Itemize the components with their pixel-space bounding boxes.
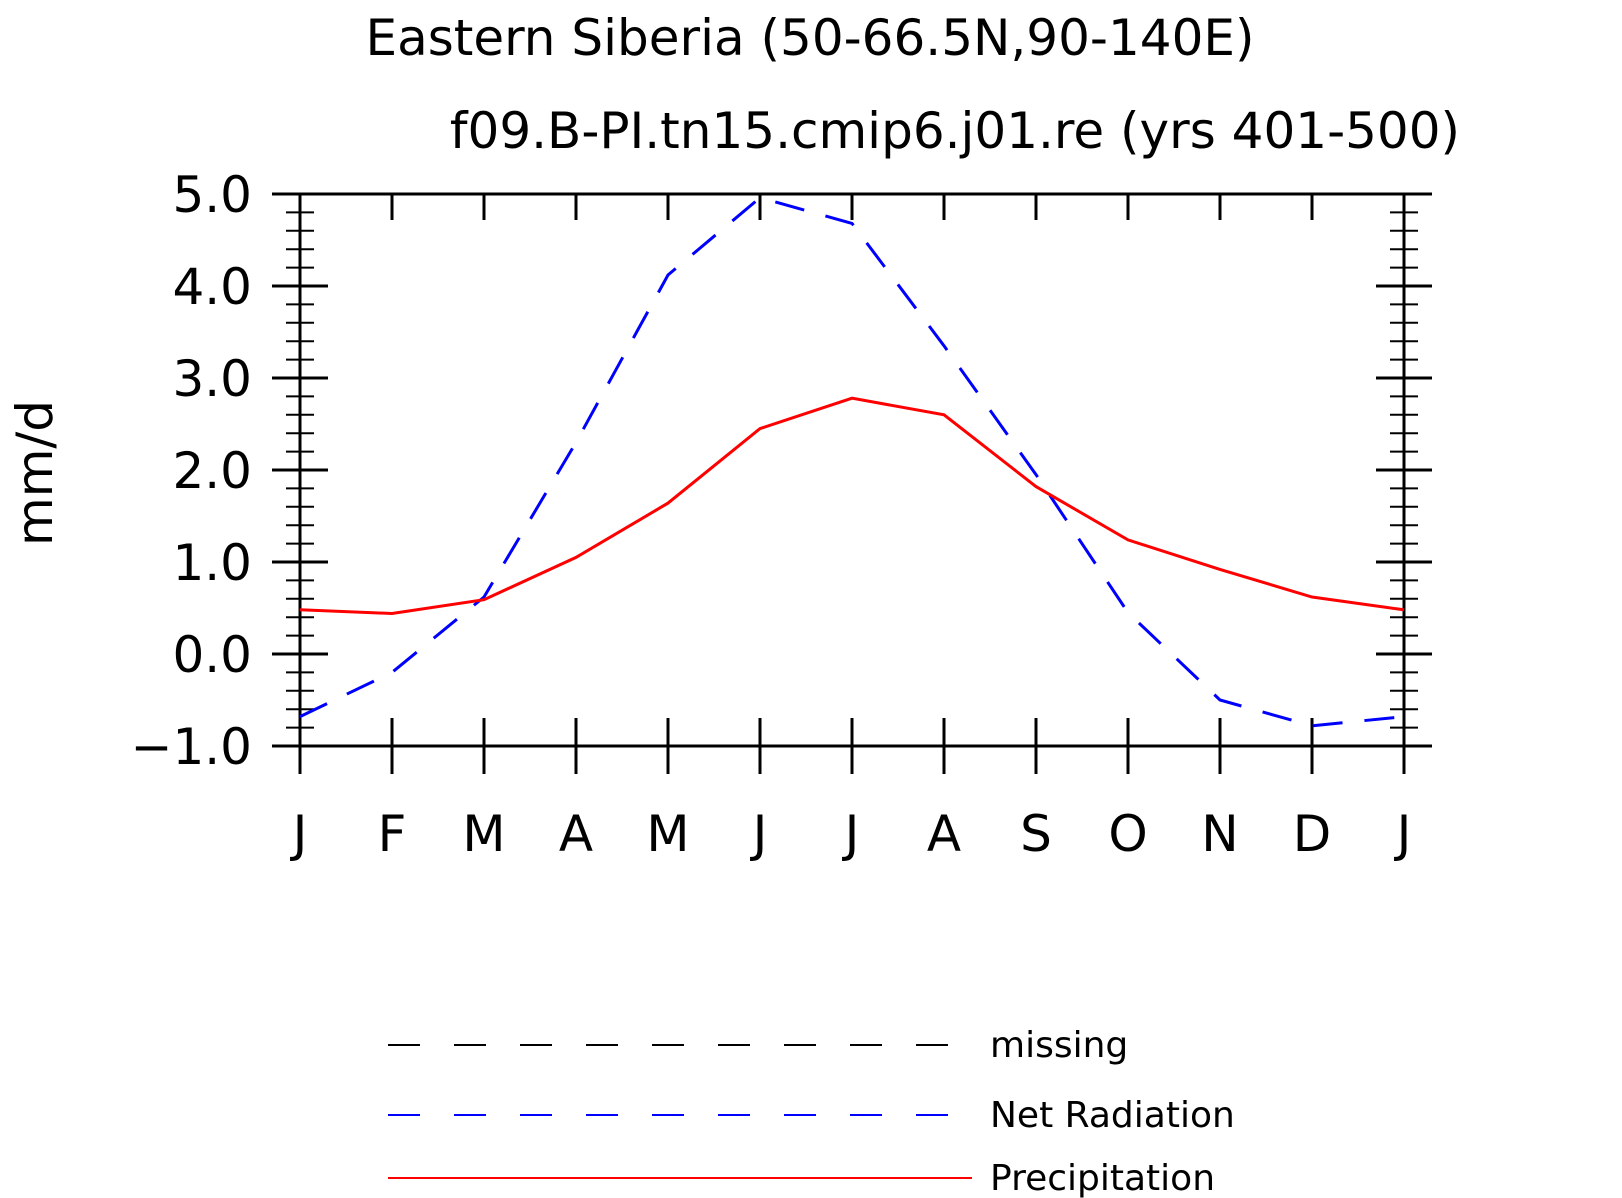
x-tick-label: M (646, 805, 689, 863)
series-layer (299, 196, 1405, 728)
x-tick-label: J (290, 805, 308, 863)
series-line-precipitation (299, 396, 1405, 616)
axes: J F M A M J J A S O N D J−1.00.01.02.03.04.05.0 (131, 166, 1432, 863)
y-tick-label: 2.0 (172, 442, 252, 500)
x-tick-label: J (842, 805, 860, 863)
y-tick-label: 5.0 (172, 166, 252, 224)
legend-label: missing (990, 1025, 1128, 1066)
x-tick-label: J (750, 805, 768, 863)
legend-label: Net Radiation (990, 1095, 1235, 1136)
plot-frame (298, 192, 1406, 748)
y-tick-label: 0.0 (172, 626, 252, 684)
x-tick-label: D (1293, 805, 1332, 863)
x-tick-label: A (559, 805, 593, 863)
y-tick-label: −1.0 (131, 718, 252, 776)
chart-title: Eastern Siberia (50-66.5N,90-140E) (365, 9, 1254, 67)
x-tick-label: M (462, 805, 505, 863)
x-tick-label: J (1394, 805, 1412, 863)
x-tick-label: F (378, 805, 407, 863)
legend-label: Precipitation (990, 1158, 1215, 1198)
legend: missing Net Radiation Precipitation (388, 1025, 1235, 1198)
x-tick-label: A (927, 805, 961, 863)
x-tick-label: N (1201, 805, 1238, 863)
series-line-net-radiation (299, 196, 1405, 728)
x-tick-label: O (1108, 805, 1147, 863)
x-tick-label: S (1020, 805, 1052, 863)
y-tick-label: 3.0 (172, 350, 252, 408)
y-tick-label: 4.0 (172, 258, 252, 316)
chart-subtitle: f09.B-PI.tn15.cmip6.j01.re (yrs 401-500) (450, 102, 1460, 160)
y-axis-label: mm/d (6, 400, 64, 546)
y-tick-label: 1.0 (172, 534, 252, 592)
